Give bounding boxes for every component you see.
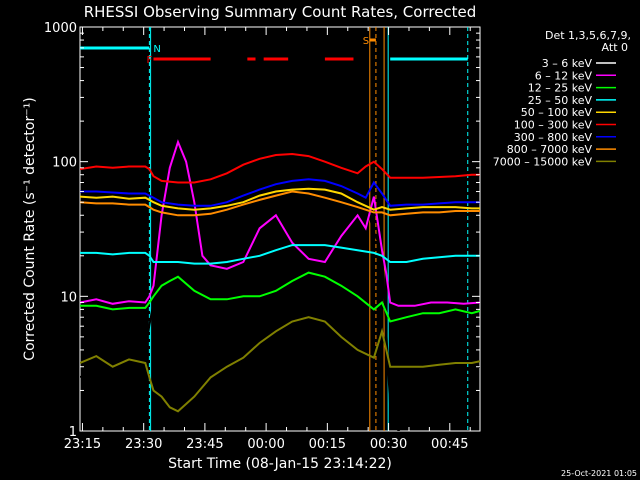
y-axis-label: Corrected Count Rate (s⁻¹ detector⁻¹) xyxy=(22,97,38,360)
annotations: NF S xyxy=(80,27,469,431)
series-line-7 xyxy=(80,190,480,217)
axes: 1 10 100 1000 23:15 23:30 23:45 00:00 00:15 00:30… xyxy=(44,21,480,452)
flag-label-S: S xyxy=(363,36,369,47)
series-line-6 xyxy=(80,178,480,207)
series-line-3 xyxy=(80,244,480,265)
series-line-5 xyxy=(80,152,480,184)
legend-entry-label: 50 – 100 keV xyxy=(521,106,593,119)
series-line-1 xyxy=(80,139,480,307)
legend-entry-label: 7000 – 15000 keV xyxy=(493,155,593,168)
footer-timestamp: 25-Oct-2021 01:05 xyxy=(561,469,637,478)
legend-entry-label: 12 – 25 keV xyxy=(528,82,593,95)
legend-entry-label: 300 – 800 keV xyxy=(514,131,593,144)
legend-entry-label: 6 – 12 keV xyxy=(535,69,593,82)
x-tick-label: 23:45 xyxy=(186,437,223,452)
flag-label-N: N xyxy=(153,44,160,55)
x-tick-label: 23:15 xyxy=(64,437,101,452)
series-line-8 xyxy=(80,316,480,413)
legend-entry-label: 25 – 50 keV xyxy=(528,94,593,107)
y-tick-label: 100 xyxy=(52,156,77,171)
series-line-2 xyxy=(80,271,480,323)
series-layer xyxy=(80,139,480,431)
legend-entry-label: 3 – 6 keV xyxy=(542,57,593,70)
y-tick-label: 1 xyxy=(69,425,77,440)
y-tick-label: 10 xyxy=(60,290,77,305)
legend-entry-label: 100 – 300 keV xyxy=(514,119,593,132)
x-tick-label: 23:30 xyxy=(125,437,162,452)
x-axis-label: Start Time (08-Jan-15 23:14:22) xyxy=(168,456,392,472)
flag-label-F: F xyxy=(146,55,152,66)
x-tick-label: 00:45 xyxy=(431,437,468,452)
plot-area xyxy=(79,26,481,432)
x-tick-label: 00:15 xyxy=(309,437,346,452)
y-tick-label: 1000 xyxy=(44,21,77,36)
legend-entry-label: 800 – 7000 keV xyxy=(507,143,593,156)
series-line-0 xyxy=(80,148,480,431)
x-tick-label: 00:00 xyxy=(247,437,284,452)
legend-attenuator: Att 0 xyxy=(602,41,628,54)
series-line-4 xyxy=(80,187,480,211)
chart-title: RHESSI Observing Summary Count Rates, Co… xyxy=(84,3,477,21)
legend-header: Det 1,3,5,6,7,9, xyxy=(545,29,631,42)
x-tick-label: 00:30 xyxy=(370,437,407,452)
